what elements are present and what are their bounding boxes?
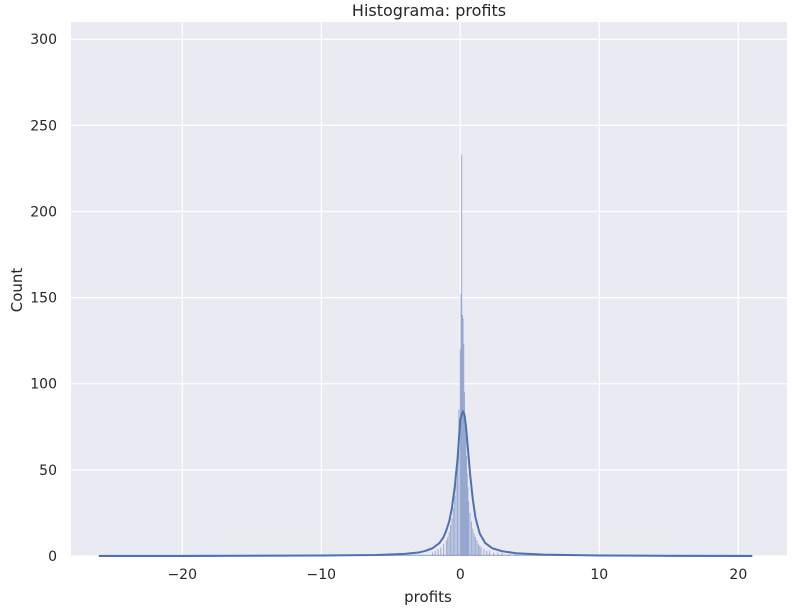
y-tick-label: 150 [30,291,57,307]
x-tick-label: 20 [729,567,747,583]
histogram-bar [477,543,479,556]
histogram-bar [461,154,463,556]
histogram-bar [486,550,488,556]
y-axis-title: Count [8,268,26,313]
histogram-bar [493,552,495,556]
histogram-bar [464,418,466,556]
histogram-bar [463,392,465,556]
x-tick-label: −20 [167,567,197,583]
histogram-bar [529,554,531,556]
plot-background [71,22,787,556]
x-tick-labels: −20 −10 0 10 20 [167,567,747,583]
histogram-bar [437,549,439,556]
y-tick-label: 200 [30,204,57,220]
histogram-bar [454,495,456,556]
histogram-bar [447,537,449,556]
x-tick-label: 10 [590,567,608,583]
histogram-bar [462,318,464,556]
histogram-bar [445,540,447,556]
y-tick-label: 0 [48,549,57,565]
histogram-bar [443,543,445,556]
histogram-bar [508,554,510,556]
histogram-bar [460,294,462,556]
histogram-bar [497,552,499,556]
histogram-bar [472,528,474,556]
histogram-bar [434,550,436,556]
x-tick-label: −10 [306,567,336,583]
histogram-bar [458,409,460,556]
histogram-bar [466,456,468,556]
histogram-bar [431,552,433,556]
histogram-bar [479,545,481,556]
histogram-bar [457,452,459,556]
histogram-bar [480,547,482,556]
histogram-bar [440,547,442,556]
histogram-bar [448,531,450,556]
kde-line [98,410,753,557]
histogram-bar [461,314,463,556]
y-tick-label: 250 [30,118,57,134]
histogram-bar [466,473,468,556]
y-gridlines [71,38,787,557]
histogram-bar [501,552,503,556]
histogram-bar [476,540,478,556]
histogram-bar [452,507,454,556]
histogram-bar [463,344,465,556]
y-tick-label: 300 [30,32,57,48]
x-tick-label: 0 [456,567,465,583]
chart-title: Histograma: profits [352,1,506,20]
histogram-bars [431,154,545,556]
histogram-bar [467,487,469,556]
histogram-bar [470,521,472,556]
x-axis-title: profits [404,588,452,606]
histogram-bar [451,518,453,556]
histogram-bar [469,512,471,556]
y-tick-label: 100 [30,377,57,393]
histogram-bar [483,549,485,556]
histogram-bar [450,524,452,556]
histogram-bar [455,478,457,556]
histogram-bar [488,550,490,556]
histogram-bar [473,533,475,556]
histogram-bar [475,537,477,556]
histogram-bar [515,554,517,556]
y-tick-label: 50 [39,463,57,479]
y-tick-labels: 0 50 100 150 200 250 300 [30,32,57,565]
histogram-bar [465,435,467,556]
histogram-bar [459,349,461,556]
histogram-bar [468,500,470,556]
